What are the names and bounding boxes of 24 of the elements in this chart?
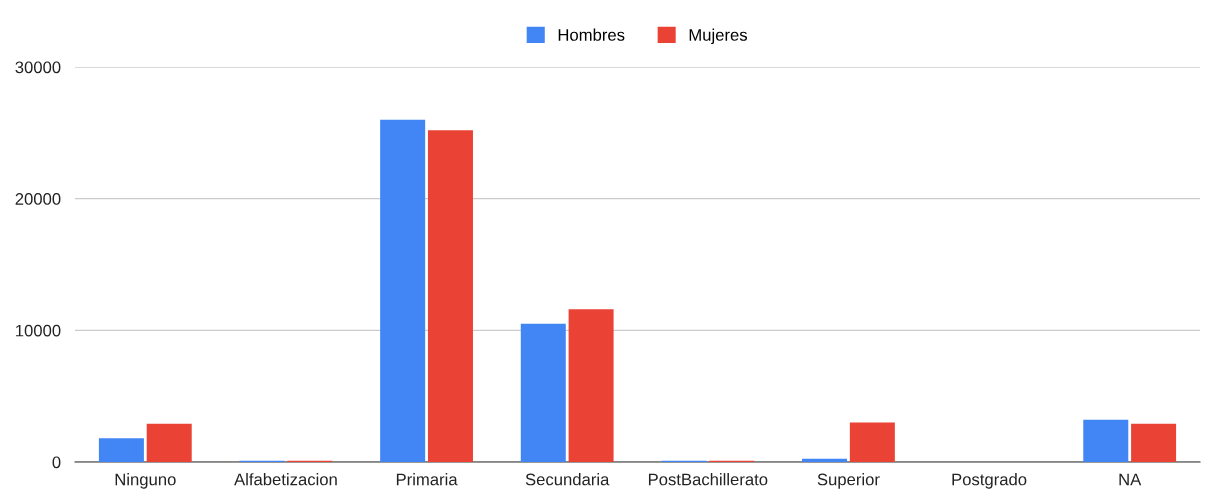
- bar: [568, 309, 614, 462]
- bar: [520, 323, 566, 462]
- y-tick-label: 0: [52, 456, 61, 469]
- legend-label: Hombres: [558, 28, 625, 41]
- bar: [98, 438, 144, 462]
- x-tick-label: Primaria: [396, 473, 458, 486]
- bar: [427, 130, 473, 462]
- x-tick-label: Ninguno: [115, 473, 176, 489]
- x-tick-label: NA: [1119, 473, 1142, 486]
- x-tick-label: Alfabetizacion: [234, 473, 337, 486]
- bar: [1131, 423, 1177, 462]
- bar: [146, 423, 192, 462]
- x-tick-label: Postgrado: [952, 473, 1027, 489]
- x-tick-label: Secundaria: [525, 473, 610, 486]
- bar: [380, 119, 426, 462]
- y-tick-label: 30000: [15, 61, 61, 74]
- x-tick-label: PostBachillerato: [648, 473, 768, 486]
- y-tick-label: 10000: [16, 324, 61, 337]
- bar: [1083, 419, 1129, 462]
- legend-label: Mujeres: [689, 28, 748, 45]
- bar: [849, 422, 895, 462]
- y-tick-label: 20000: [15, 193, 61, 205]
- bar: [802, 458, 848, 462]
- x-tick-label: Superior: [817, 473, 880, 489]
